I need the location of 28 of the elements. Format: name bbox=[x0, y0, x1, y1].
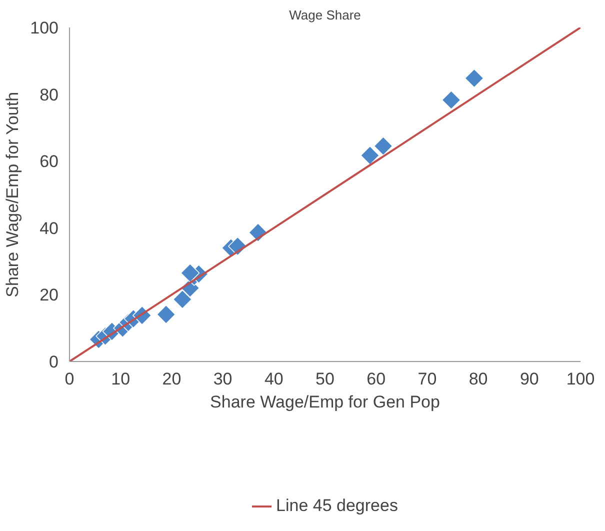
x-tick-label: 0 bbox=[64, 370, 74, 388]
x-tick-label: 10 bbox=[111, 370, 130, 388]
y-axis-title: Share Wage/Emp for Youth bbox=[3, 92, 22, 298]
y-tick-label: 80 bbox=[40, 85, 59, 104]
legend-label: Line 45 degrees bbox=[276, 496, 398, 516]
x-tick-label: 30 bbox=[213, 370, 232, 388]
x-tick-label: 40 bbox=[264, 370, 284, 388]
point bbox=[442, 90, 461, 110]
x-tick-label: 90 bbox=[520, 370, 539, 388]
x-tick-label: 50 bbox=[316, 370, 334, 388]
point bbox=[374, 136, 393, 156]
x-tick-label: 20 bbox=[162, 370, 182, 388]
y-tick-label: 20 bbox=[40, 286, 59, 305]
point bbox=[172, 290, 192, 309]
x-axis-title: Share Wage/Emp for Gen Pop bbox=[210, 392, 440, 412]
y-tick-label: 100 bbox=[30, 18, 59, 38]
point bbox=[180, 263, 200, 283]
x-tick-label: 80 bbox=[468, 370, 488, 388]
y-tick-label: 40 bbox=[40, 218, 59, 238]
point bbox=[360, 146, 380, 166]
x-tick-label: 100 bbox=[566, 370, 595, 388]
y-tick-label: 0 bbox=[49, 352, 59, 372]
point bbox=[464, 68, 484, 88]
point bbox=[156, 304, 176, 324]
x-tick-label: 60 bbox=[366, 370, 386, 388]
y-tick-label: 60 bbox=[40, 152, 59, 172]
x-tick-label: 70 bbox=[418, 370, 437, 388]
chart-title: Wage Share bbox=[289, 8, 361, 22]
